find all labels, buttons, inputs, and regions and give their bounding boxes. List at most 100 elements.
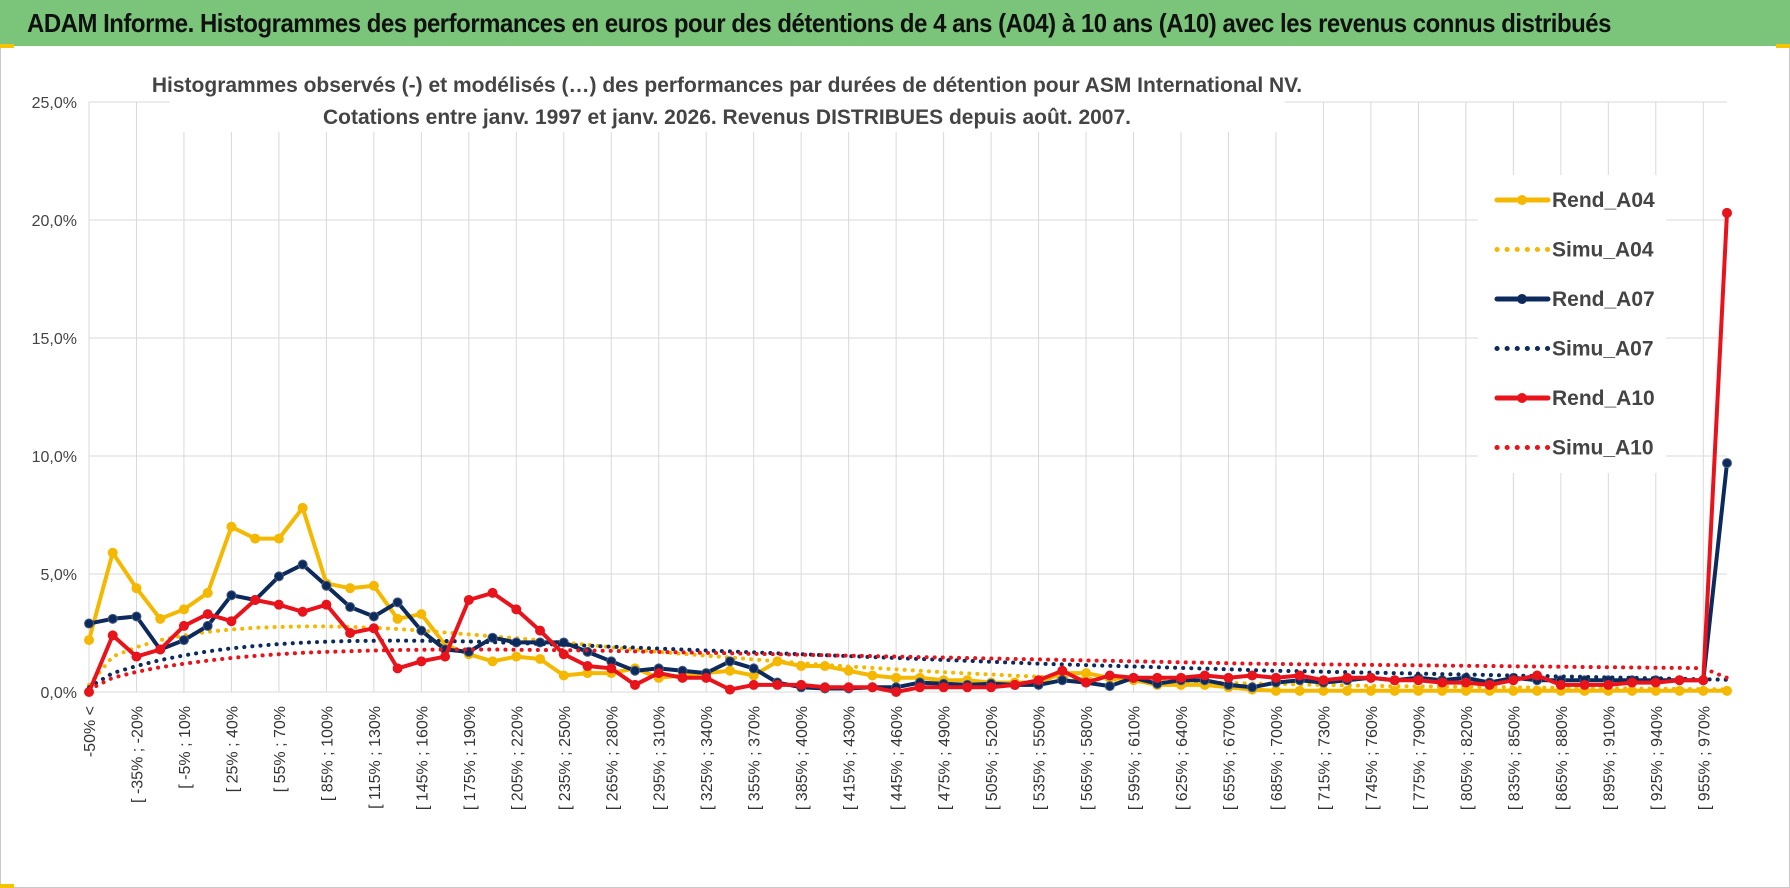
x-tick-label: [ 805% ; 820% [1459,706,1476,810]
data-point-rend-a10 [155,644,166,655]
x-tick-label: [ 55% ; 70% [272,706,289,792]
data-point-rend-a10 [392,663,403,674]
data-point-rend-a04 [891,672,902,683]
x-tick-label: [ 355% ; 370% [747,706,764,810]
data-point-rend-a10 [226,616,237,627]
data-point-rend-a10 [1033,675,1044,686]
data-point-rend-a10 [1128,672,1139,683]
title-background [170,66,1285,132]
data-point-rend-a10 [1152,672,1163,683]
data-point-rend-a04 [1318,685,1329,696]
data-point-rend-a07 [630,665,640,676]
corner-accent-bottom-left [0,884,14,888]
data-point-rend-a10 [1176,672,1186,683]
data-point-rend-a04 [1270,685,1281,696]
data-point-rend-a10 [1104,670,1115,681]
data-point-rend-a10 [1270,672,1281,683]
data-point-rend-a04 [558,670,569,681]
data-point-rend-a10 [1199,670,1210,681]
data-point-rend-a04 [1081,668,1092,679]
chart-title-line1: Histogrammes observés (-) et modélisés (… [152,74,1302,97]
data-point-rend-a10 [1342,672,1353,683]
data-point-rend-a07 [1104,681,1115,692]
x-tick-label: [ 505% ; 520% [984,706,1001,810]
data-point-rend-a10 [1009,679,1020,690]
data-point-rend-a04 [535,653,546,664]
x-tick-label: [ 25% ; 40% [224,706,241,792]
data-point-rend-a04 [250,533,261,544]
data-point-rend-a04 [178,604,189,615]
data-point-rend-a07 [84,618,94,629]
data-point-rend-a10 [345,628,356,638]
data-point-rend-a10 [1389,675,1400,686]
data-point-rend-a04 [724,665,735,676]
page-title: ADAM Informe. Histogrammes des performan… [27,8,1611,38]
series-line-rend-a10 [87,210,1729,694]
y-tick-label: 15,0% [32,331,77,348]
data-point-rend-a10 [273,599,284,610]
data-point-rend-a07 [273,571,284,582]
data-point-rend-a10 [653,668,664,679]
x-tick-label: [ -5% ; 10% [177,706,194,789]
data-point-rend-a10 [1365,672,1376,683]
data-point-rend-a07 [297,559,308,570]
data-point-rend-a10 [84,687,94,697]
x-tick-label: [ 835% ; 850% [1506,706,1523,810]
data-point-rend-a10 [1579,679,1590,690]
data-point-rend-a10 [1508,675,1519,686]
data-point-rend-a10 [1627,677,1638,688]
legend-label-simu-a04: Simu_A04 [1552,239,1654,262]
data-point-rend-a10 [202,609,213,620]
data-point-rend-a10 [511,604,522,615]
data-point-rend-a10 [440,651,451,662]
legend-marker-rend-a10 [1517,393,1527,403]
data-point-rend-a07 [724,656,735,667]
data-point-rend-a07 [131,611,142,622]
data-point-rend-a04 [1294,685,1305,696]
data-point-rend-a04 [107,547,118,558]
data-point-rend-a10 [487,587,498,598]
x-tick-label: [ 655% ; 670% [1221,706,1238,810]
data-point-rend-a04 [1389,685,1400,696]
x-tick-label: [ 565% ; 580% [1079,706,1096,810]
legend-label-rend-a04: Rend_A04 [1552,189,1655,212]
data-point-rend-a10 [748,679,759,690]
y-tick-label: 10,0% [32,449,77,466]
x-tick-label: [ 955% ; 970% [1696,706,1713,810]
data-point-rend-a10 [867,682,878,693]
legend-marker-rend-a07 [1517,294,1527,304]
data-point-rend-a10 [1674,675,1685,686]
data-point-rend-a10 [724,684,735,695]
data-point-rend-a10 [1603,679,1614,690]
data-point-rend-a04 [867,670,878,681]
x-tick-label: [ 145% ; 160% [414,706,431,810]
data-point-rend-a07 [321,580,332,591]
data-point-rend-a07 [416,625,427,636]
data-point-rend-a04 [297,502,308,513]
x-tick-label: [ 775% ; 790% [1411,706,1428,810]
chart-title-line2: Cotations entre janv. 1997 et janv. 2026… [323,106,1131,129]
data-point-rend-a10 [796,679,807,690]
data-point-rend-a04 [202,587,213,598]
data-point-rend-a10 [1057,665,1068,676]
data-point-rend-a07 [107,613,118,624]
data-point-rend-a10 [107,630,118,641]
x-tick-label: [ -35% ; -20% [129,706,146,803]
data-point-rend-a04 [1342,685,1353,696]
data-point-rend-a10 [772,679,783,690]
plot-area [84,207,1732,697]
x-axis: -50% < [ -35% ; -20% [ -5% ; 10% [ 25% ; 40… [82,706,1713,810]
data-point-rend-a04 [273,533,284,544]
data-point-rend-a10 [962,682,973,693]
series-line-rend-a04 [87,505,1729,693]
legend-label-simu-a10: Simu_A10 [1552,437,1654,460]
data-point-rend-a04 [487,656,498,667]
data-point-rend-a04 [511,651,522,662]
data-point-rend-a10 [321,599,332,610]
data-point-rend-a10 [1318,675,1329,686]
data-point-rend-a10 [891,687,902,697]
data-point-rend-a10 [914,682,925,693]
data-point-rend-a04 [392,613,403,624]
data-point-rend-a10 [582,661,593,672]
